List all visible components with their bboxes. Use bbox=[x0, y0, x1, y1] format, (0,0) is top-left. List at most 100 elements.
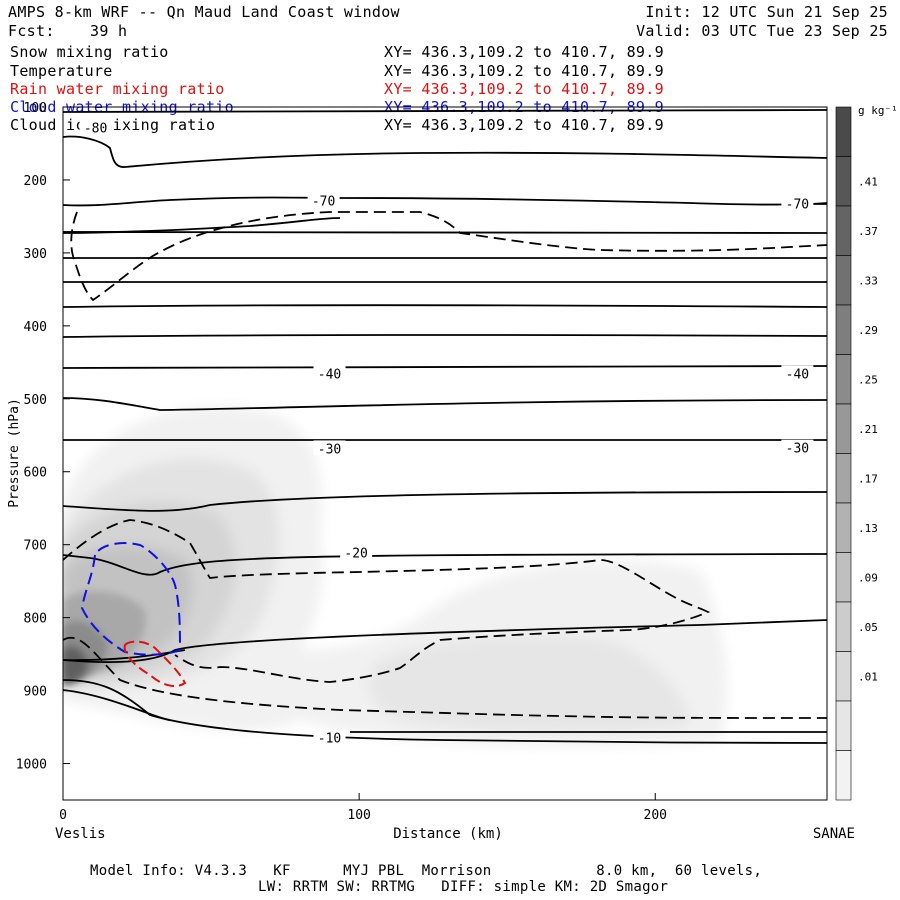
temperature-contour bbox=[63, 203, 827, 234]
colorbar-cell bbox=[835, 750, 852, 801]
plot-frame bbox=[62, 106, 828, 801]
y-tick-label: 200 bbox=[24, 174, 47, 189]
temperature-contour bbox=[63, 397, 827, 411]
label-knockout bbox=[313, 365, 346, 381]
colorbar-cell bbox=[835, 205, 852, 256]
temperature-label: -20 bbox=[344, 547, 367, 562]
colorbar-cell bbox=[835, 304, 852, 355]
temperature-contour bbox=[63, 679, 827, 744]
colorbar-label: .29 bbox=[858, 324, 878, 337]
init-time: Init: 12 UTC Sun 21 Sep 25 bbox=[645, 3, 888, 21]
temperature-contour bbox=[63, 491, 827, 512]
snow-shading bbox=[63, 406, 728, 747]
forecast-label: Fcst: bbox=[8, 22, 55, 40]
colorbar-label: .25 bbox=[858, 373, 878, 386]
legend-xy-rain: XY= 436.3,109.2 to 410.7, 89.9 bbox=[384, 80, 664, 98]
y-tick-label: 800 bbox=[24, 612, 47, 627]
legend-xy-snow: XY= 436.3,109.2 to 410.7, 89.9 bbox=[384, 43, 664, 61]
colorbar-label: .09 bbox=[858, 571, 878, 584]
label-knockout bbox=[781, 365, 814, 381]
footer-model-info: Model Info: V4.3.3 KF MYJ PBL Morrison 8… bbox=[90, 863, 763, 879]
temperature-label: -80 bbox=[84, 121, 107, 136]
y-tick-label: 900 bbox=[24, 685, 47, 700]
legend-xy-temperature: XY= 436.3,109.2 to 410.7, 89.9 bbox=[384, 62, 664, 80]
colorbar-cell bbox=[835, 453, 852, 504]
colorbar-unit: g kg⁻¹ bbox=[858, 104, 898, 117]
temperature-contour bbox=[63, 231, 827, 234]
colorbar-cell bbox=[835, 651, 852, 702]
temperature-label: -40 bbox=[786, 367, 809, 382]
y-tick-label: 1000 bbox=[16, 758, 47, 773]
temperature-labels: -80 -70 -70 -40 -40 -30 -30 -20 -10 bbox=[79, 119, 814, 746]
cloud-ice-contour bbox=[63, 519, 711, 683]
forecast-hour: 39 h bbox=[90, 22, 128, 40]
cloud-ice-contours bbox=[63, 211, 827, 719]
y-tick-label: 100 bbox=[24, 101, 47, 116]
colorbar-label: .37 bbox=[858, 225, 878, 238]
temperature-contour bbox=[63, 334, 827, 338]
label-knockout bbox=[313, 729, 346, 745]
y-tick-label: 600 bbox=[24, 466, 47, 481]
colorbar-label: .01 bbox=[858, 670, 878, 683]
temperature-label: -70 bbox=[786, 197, 809, 212]
temperature-contour bbox=[63, 135, 827, 168]
x-tick-label: 100 bbox=[347, 808, 370, 823]
temperature-label: -40 bbox=[318, 367, 341, 382]
y-tick-label: 500 bbox=[24, 393, 47, 408]
colorbar-label: .41 bbox=[858, 175, 878, 188]
y-tick-label: 300 bbox=[24, 247, 47, 262]
footer-physics-info: LW: RRTM SW: RRTMG DIFF: simple KM: 2D S… bbox=[258, 879, 669, 895]
temperature-label: -70 bbox=[312, 194, 335, 209]
colorbar-cell bbox=[835, 156, 852, 207]
x-tick-label: 0 bbox=[59, 808, 67, 823]
label-knockout bbox=[307, 192, 340, 208]
legend-name-snow: Snow mixing ratio bbox=[10, 43, 169, 61]
y-tick-label: 400 bbox=[24, 320, 47, 335]
temperature-contour bbox=[63, 619, 827, 664]
x-tick-label: 200 bbox=[644, 808, 667, 823]
right-station-label: SANAE bbox=[813, 826, 855, 842]
temperature-contour bbox=[63, 196, 827, 207]
colorbar-label: .13 bbox=[858, 522, 878, 535]
colorbar-cell bbox=[835, 255, 852, 306]
colorbar-cell bbox=[835, 106, 852, 157]
valid-time: Valid: 03 UTC Tue 23 Sep 25 bbox=[636, 22, 888, 40]
colorbar-cell bbox=[835, 403, 852, 454]
label-knockout bbox=[79, 119, 112, 135]
colorbar-label: .21 bbox=[858, 423, 878, 436]
temperature-contour bbox=[63, 217, 341, 234]
axes: 100 200 300 400 500 600 700 800 900 1000 0 100 200 bbox=[16, 101, 667, 823]
temperature-contour bbox=[63, 304, 827, 308]
legend-xy-cloud-ice: XY= 436.3,109.2 to 410.7, 89.9 bbox=[384, 116, 664, 134]
chart-title: AMPS 8-km WRF -- Qn Maud Land Coast wind… bbox=[8, 3, 400, 21]
label-knockout bbox=[340, 544, 373, 560]
colorbar-cell bbox=[835, 552, 852, 603]
left-station-label: Veslis bbox=[55, 826, 106, 842]
label-knockout bbox=[781, 439, 814, 455]
cloud-ice-contour bbox=[63, 637, 827, 719]
legend-name-rain: Rain water mixing ratio bbox=[10, 80, 225, 98]
cloud-water-contour bbox=[80, 542, 182, 656]
temperature-contour bbox=[63, 279, 827, 283]
colorbar-cell bbox=[835, 601, 852, 652]
colorbar-label: .17 bbox=[858, 472, 878, 485]
colorbar-cell bbox=[835, 502, 852, 553]
label-knockout bbox=[781, 195, 814, 211]
colorbar: .41 .37 .33 .29 .25 .21 .17 .13 .09 .05 .01 bbox=[835, 106, 878, 801]
colorbar-label: .33 bbox=[858, 274, 878, 287]
colorbar-cell bbox=[835, 700, 852, 751]
y-tick-label: 700 bbox=[24, 539, 47, 554]
temperature-contour bbox=[63, 109, 827, 113]
y-axis-label: Pressure (hPa) bbox=[7, 398, 22, 508]
x-axis-label: Distance (km) bbox=[393, 826, 503, 842]
legend-name-temperature: Temperature bbox=[10, 62, 113, 80]
colorbar-cell bbox=[835, 354, 852, 405]
label-knockout bbox=[313, 440, 346, 456]
colorbar-label: .05 bbox=[858, 621, 878, 634]
temperature-label: -30 bbox=[318, 442, 341, 457]
temperature-contour bbox=[63, 689, 827, 733]
temperature-contour bbox=[63, 553, 827, 576]
cloud-ice-contour bbox=[70, 211, 827, 302]
